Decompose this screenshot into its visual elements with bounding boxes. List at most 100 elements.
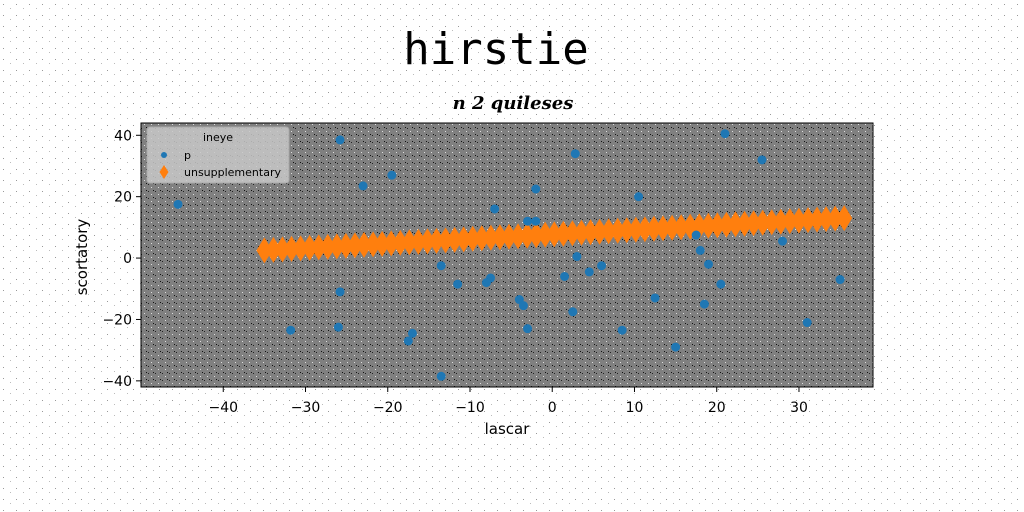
p-point — [695, 245, 705, 255]
p-point — [335, 287, 345, 297]
p-point — [720, 129, 730, 139]
unsupplementary-point — [736, 210, 753, 237]
unsupplementary-point — [745, 210, 762, 237]
unsupplementary-point — [256, 237, 273, 264]
unsupplementary-point — [283, 235, 300, 262]
unsupplementary-point — [274, 236, 291, 263]
unsupplementary-point — [645, 215, 662, 242]
legend-label-unsupplementary: unsupplementary — [184, 166, 281, 179]
p-point — [757, 155, 767, 165]
unsupplementary-point — [591, 218, 608, 245]
p-point — [531, 184, 541, 194]
plot-frame — [140, 122, 874, 388]
x-tick-label: 20 — [708, 400, 726, 416]
unsupplementary-point — [754, 209, 771, 236]
unsupplementary-point — [636, 216, 653, 243]
unsupplementary-point — [419, 228, 436, 255]
unsupplementary-point — [564, 220, 581, 247]
y-axis: −40 −20 0 20 40 — [102, 128, 141, 390]
p-point — [407, 328, 417, 338]
x-tick-label: −10 — [455, 400, 485, 416]
unsupplementary-point — [709, 212, 726, 239]
unsupplementary-point — [337, 232, 354, 259]
y-tick-label: −20 — [102, 312, 132, 328]
unsupplementary-point — [573, 219, 590, 246]
p-point — [335, 135, 345, 145]
unsupplementary-point — [763, 209, 780, 236]
unsupplementary-point — [446, 226, 463, 253]
unsupplementary-point — [392, 229, 409, 256]
x-tick-label: −30 — [291, 400, 321, 416]
unsupplementary-point — [500, 223, 517, 250]
p-point — [617, 325, 627, 335]
p-point — [481, 278, 491, 288]
unsupplementary-point — [809, 206, 826, 233]
chart-subtitle: n 2 quileses — [453, 93, 574, 114]
p-point — [286, 325, 296, 335]
p-point — [597, 261, 607, 271]
p-point — [518, 301, 528, 311]
p-point — [691, 230, 701, 240]
unsupplementary-point — [537, 221, 554, 248]
p-point — [531, 216, 541, 226]
p-point — [699, 299, 709, 309]
unsupplementary-point — [428, 227, 445, 254]
unsupplementary-point — [790, 207, 807, 234]
unsupplementary-point — [482, 224, 499, 251]
p-point — [570, 149, 580, 159]
unsupplementary-point — [356, 231, 373, 258]
p-point — [835, 275, 845, 285]
unsupplementary-point — [555, 220, 572, 247]
unsupplementary-point — [673, 214, 690, 241]
unsupplementary-point — [410, 228, 427, 255]
unsupplementary-point — [718, 211, 735, 238]
unsupplementary-point — [818, 206, 835, 233]
x-tick-label: 30 — [790, 400, 808, 416]
unsupplementary-point — [664, 214, 681, 241]
unsupplementary-point — [491, 224, 508, 251]
unsupplementary-point — [655, 215, 672, 242]
y-tick-label: 40 — [114, 128, 132, 144]
p-point — [716, 279, 726, 289]
x-tick-label: −20 — [373, 400, 403, 416]
unsupplementary-point — [437, 227, 454, 254]
legend-marker-p — [161, 152, 167, 158]
unsupplementary-point — [772, 208, 789, 235]
p-point — [173, 199, 183, 209]
y-tick-label: 20 — [114, 190, 132, 206]
unsupplementary-series — [256, 205, 853, 264]
unsupplementary-point — [609, 217, 626, 244]
p-point — [523, 216, 533, 226]
p-point — [584, 267, 594, 277]
unsupplementary-point — [519, 222, 536, 249]
unsupplementary-point — [292, 235, 309, 262]
unsupplementary-point — [528, 222, 545, 249]
unsupplementary-point — [627, 216, 644, 243]
p-point — [403, 336, 413, 346]
p-series — [173, 129, 845, 381]
p-point — [560, 271, 570, 281]
unsupplementary-point — [618, 217, 635, 244]
p-point — [802, 318, 812, 328]
x-axis-label: lascar — [485, 420, 531, 438]
legend-title: ineye — [203, 131, 233, 144]
unsupplementary-point — [582, 219, 599, 246]
p-point — [568, 307, 578, 317]
p-point — [572, 252, 582, 262]
unsupplementary-point — [383, 230, 400, 257]
y-tick-label: 0 — [123, 251, 132, 267]
y-axis-label: scortatory — [73, 219, 91, 296]
legend: ineye p unsupplementary — [146, 126, 290, 184]
x-axis: −40 −30 −20 −10 0 10 20 30 — [208, 387, 808, 416]
unsupplementary-point — [546, 221, 563, 248]
p-point — [650, 293, 660, 303]
unsupplementary-point — [265, 236, 282, 263]
p-point — [358, 181, 368, 191]
legend-box — [146, 126, 290, 184]
p-point — [387, 170, 397, 180]
unsupplementary-point — [827, 205, 844, 232]
unsupplementary-point — [799, 207, 816, 234]
p-point — [634, 192, 644, 202]
p-point — [436, 371, 446, 381]
